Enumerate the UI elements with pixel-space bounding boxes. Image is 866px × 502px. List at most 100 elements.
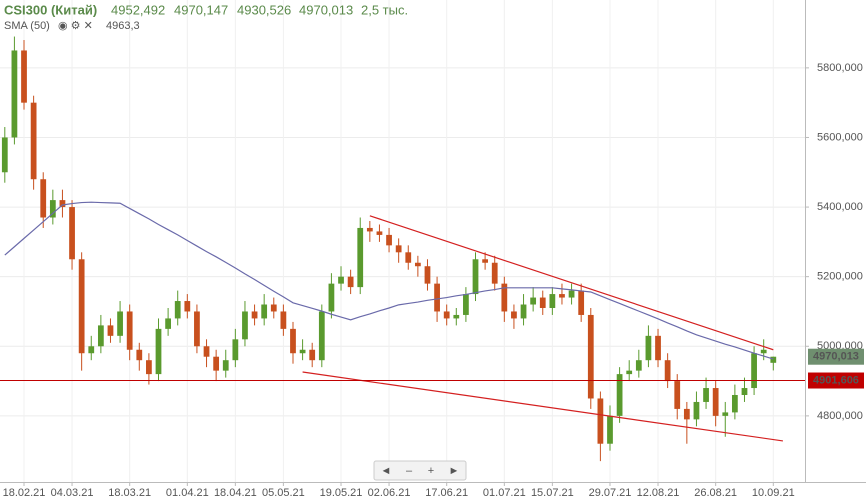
x-tick-label: 19.05.21 [320,487,363,499]
candle-body [299,349,306,354]
y-tick-label: 5800,000 [817,62,863,74]
candle-body [405,252,412,263]
x-tick-label: 05.05.21 [262,487,305,499]
candle-body [1,137,8,173]
candle-body [107,325,114,336]
control-bar [373,460,467,481]
candle-body [261,304,268,319]
candle-body [607,415,613,444]
candle-body [126,311,133,350]
candle-body [270,304,277,312]
candle-body [616,374,623,416]
x-tick-label: 01.07.21 [483,487,526,499]
candle-body [49,200,56,218]
candle-body [242,311,248,340]
x-tick-label: 29.07.21 [589,487,632,499]
candle-body [443,311,450,319]
candle-body [328,283,335,312]
zoom-in[interactable]: + [428,465,434,477]
candle-body [213,356,220,371]
candle-body [155,328,162,375]
candle-body [626,370,633,375]
candle-body [88,346,95,354]
sma-line [4,201,774,360]
candle-body [184,301,191,312]
candle-body [530,297,537,305]
candle-body [472,259,479,295]
candle-body [482,259,488,263]
zoom-controls: ◄ – + ► [373,460,467,481]
candle-body [578,290,585,315]
candle-body [165,318,171,329]
candle-body [674,381,681,409]
candle-body [251,311,258,319]
x-tick-label: 10.09.21 [752,487,795,499]
x-tick-label: 12.08.21 [637,487,680,499]
indicator-value: 4963,3 [106,20,140,32]
candle-body [414,262,421,267]
last-price-tag [808,348,864,365]
x-tick-label: 01.04.21 [166,487,209,499]
candle-body [376,231,383,235]
candle-body [664,360,671,382]
header-high: 4970,147 [174,2,228,17]
candle-body [59,200,66,208]
x-tick-label: 18.02.21 [3,487,46,499]
candle-body [683,408,690,420]
candle-body [69,207,75,260]
candle-body [136,349,143,361]
candle-body [770,356,777,363]
price-tag [808,372,864,389]
candle-body [424,266,431,284]
candle-body [597,398,604,444]
candle-body [539,297,546,308]
candle-body [309,349,316,361]
candle-body [97,325,104,347]
candle-body [434,283,440,312]
indicator-name: SMA (50) [4,20,50,32]
header-title: CSI300 (Китай) [4,2,97,17]
candle-body [366,227,373,232]
candle-body [21,50,27,103]
scroll-left[interactable]: ◄ [381,465,392,477]
y-tick-label: 4800,000 [817,410,863,422]
x-tick-label: 26.08.21 [694,487,737,499]
x-tick-label: 17.06.21 [425,487,468,499]
y-tick-label: 5200,000 [817,271,863,283]
candle-body [194,311,200,347]
header-volume: 2,5 тыс. [361,2,408,17]
y-tick-label: 5400,000 [817,201,863,213]
x-tick-label: 18.03.21 [108,487,151,499]
candle-body [453,314,460,319]
candle-body [520,304,527,319]
candle-body [760,349,767,354]
candle-body [347,276,354,288]
x-tick-label: 18.04.21 [214,487,257,499]
candle-body [203,346,210,357]
candle-body [501,283,508,312]
candle-body [30,102,37,180]
indicator-icons: ◉ ⚙ ✕ [58,20,93,32]
last-price-label: 4970,013 [813,351,859,363]
candle-body [222,360,229,371]
candle-body [78,259,85,354]
zoom-out[interactable]: – [406,465,413,477]
x-tick-label: 02.06.21 [368,487,411,499]
y-tick-label: 5600,000 [817,131,863,143]
trendline [302,371,783,442]
candle-body [741,388,748,395]
candle-body [635,360,642,371]
candle-body [722,412,729,416]
candle-body [568,290,575,298]
candle-body [655,335,661,361]
x-tick-label: 15.07.21 [531,487,574,499]
candle-body [645,335,652,361]
candle-body [587,314,594,399]
candle-body [280,311,287,329]
candle-body [703,388,709,402]
scroll-right[interactable]: ► [449,465,460,477]
header-low: 4930,526 [237,2,291,17]
candle-body [395,245,402,253]
candle-body [232,339,239,361]
